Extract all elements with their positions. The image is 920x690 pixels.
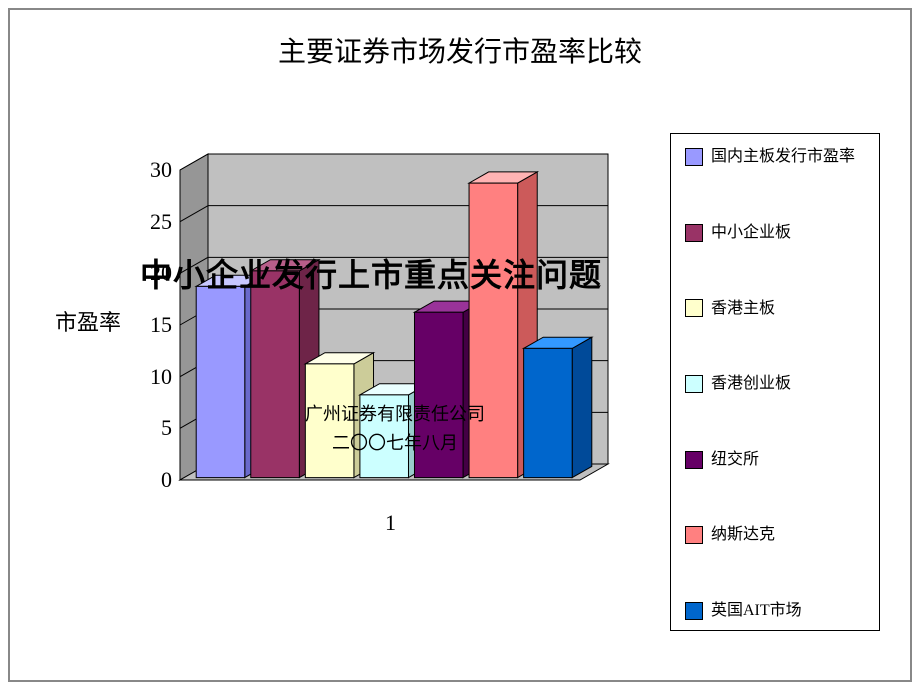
- legend-swatch: [685, 148, 703, 166]
- overlay-subtitle-line2: 二〇〇七年八月: [332, 433, 458, 453]
- legend-swatch: [685, 526, 703, 544]
- legend-label: 纳斯达克: [711, 526, 775, 544]
- legend-swatch: [685, 375, 703, 393]
- legend-label: 英国AIT市场: [711, 602, 802, 620]
- legend: 国内主板发行市盈率中小企业板香港主板香港创业板纽交所纳斯达克英国AIT市场: [670, 133, 880, 631]
- legend-swatch: [685, 451, 703, 469]
- legend-label: 香港创业板: [711, 375, 791, 393]
- overlay-subtitle: 广州证券有限责任公司 二〇〇七年八月: [305, 400, 485, 458]
- legend-label: 中小企业板: [711, 224, 791, 242]
- legend-item: 香港创业板: [685, 375, 869, 393]
- legend-item: 纳斯达克: [685, 526, 869, 544]
- chart-title: 主要证券市场发行市盈率比较: [0, 30, 920, 70]
- overlay-heading: 中小企业发行上市重点关注问题: [140, 250, 602, 296]
- legend-item: 英国AIT市场: [685, 602, 869, 620]
- legend-item: 纽交所: [685, 451, 869, 469]
- overlay-subtitle-line1: 广州证券有限责任公司: [305, 404, 485, 424]
- legend-label: 香港主板: [711, 300, 775, 318]
- legend-label: 纽交所: [711, 451, 759, 469]
- legend-item: 中小企业板: [685, 224, 869, 242]
- x-category-label: 1: [385, 510, 396, 536]
- legend-swatch: [685, 602, 703, 620]
- y-axis-label: 市盈率: [55, 305, 121, 337]
- bar-chart-3d: [120, 130, 640, 550]
- legend-item: 国内主板发行市盈率: [685, 148, 869, 166]
- legend-item: 香港主板: [685, 299, 869, 317]
- legend-swatch: [685, 224, 703, 242]
- legend-label: 国内主板发行市盈率: [711, 148, 855, 166]
- legend-swatch: [685, 299, 703, 317]
